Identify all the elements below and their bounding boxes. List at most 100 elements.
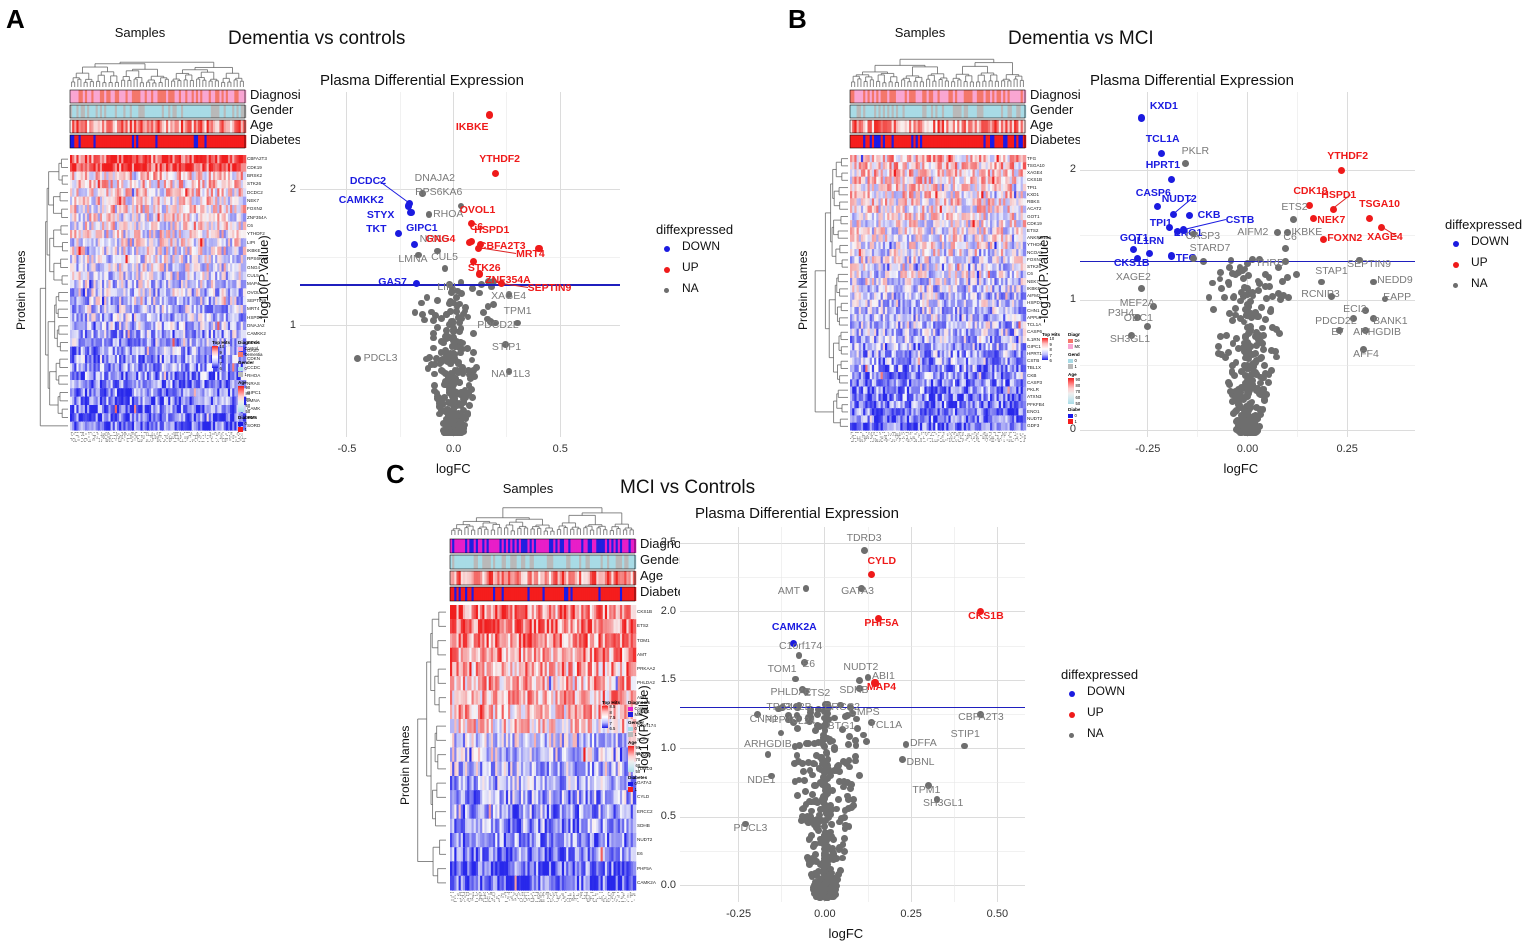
- volcano-point-gata3: [857, 585, 865, 592]
- volcano-point: [485, 278, 492, 286]
- volcano-point: [448, 342, 456, 350]
- volcano-point: [1255, 423, 1263, 430]
- x-axis-tick: 0.25: [1336, 443, 1358, 455]
- legend-dot-na[interactable]: [664, 288, 669, 293]
- legend-dot-down[interactable]: [1453, 241, 1459, 247]
- volcano-point: [829, 850, 837, 858]
- volcano-point: [819, 741, 827, 749]
- volcano-point: [836, 778, 844, 786]
- volcano-point: [840, 758, 848, 765]
- annotation-label-gender: Gender: [250, 102, 294, 117]
- volcano-point: [453, 294, 461, 301]
- volcano-point: [819, 734, 827, 742]
- volcano-point: [825, 886, 833, 894]
- volcano-point: [1278, 278, 1286, 285]
- volcano-point: [1261, 396, 1269, 403]
- heatmap-row-label: TDRD3: [637, 765, 653, 771]
- volcano-point: [1246, 400, 1254, 408]
- gene-label-tpm1: TPM1: [912, 783, 941, 796]
- volcano-point: [1244, 409, 1252, 417]
- volcano-point-cyld: [867, 571, 876, 579]
- volcano-point: [843, 792, 851, 800]
- diabetes-legend-item: 0: [1074, 413, 1077, 418]
- volcano-point: [467, 375, 474, 382]
- legend-dot-up[interactable]: [1453, 262, 1459, 268]
- volcano-point: [821, 727, 829, 734]
- volcano-point: [830, 767, 838, 775]
- x-axis-tick: 0.50: [986, 908, 1009, 920]
- volcano-point-nras: [434, 247, 441, 255]
- heatmap-row-label: ENO1: [1027, 408, 1040, 414]
- y-axis-tick: 2: [289, 182, 296, 195]
- volcano-point: [1259, 346, 1267, 354]
- volcano-point: [849, 802, 857, 810]
- heatmap-row-label: CAMKK2: [247, 331, 266, 337]
- volcano-point: [821, 872, 829, 880]
- legend-label-up[interactable]: UP: [1087, 705, 1104, 719]
- volcano-point-kxd1: [1138, 114, 1146, 122]
- volcano-point: [1252, 416, 1260, 424]
- tophits-tick: 10: [1049, 336, 1055, 341]
- legend-dot-down[interactable]: [664, 246, 670, 252]
- volcano-point: [1272, 347, 1280, 355]
- heatmap-row-label: CYLD: [637, 794, 650, 800]
- gene-label-cul5: CUL5: [431, 250, 458, 263]
- legend-label-na[interactable]: NA: [1471, 276, 1488, 290]
- volcano-point: [841, 824, 849, 832]
- volcano-point-xage2: [1138, 285, 1146, 292]
- legend-dot-na[interactable]: [1069, 733, 1074, 738]
- legend-label-na[interactable]: NA: [1087, 726, 1104, 740]
- volcano-point: [1252, 309, 1260, 317]
- volcano-point-il24: [795, 715, 803, 722]
- volcano-point: [821, 853, 829, 861]
- volcano-point: [860, 731, 868, 739]
- legend-label-down[interactable]: DOWN: [1087, 684, 1125, 698]
- heatmap-row-label: CKS1B: [637, 609, 653, 615]
- legend-label-na[interactable]: NA: [682, 281, 699, 295]
- volcano-point: [1246, 298, 1254, 305]
- volcano-point: [483, 315, 491, 323]
- volcano-point: [434, 323, 441, 331]
- volcano-point: [821, 823, 829, 830]
- volcano-point-phf5a: [874, 615, 882, 623]
- volcano-point: [1284, 274, 1292, 282]
- volcano-point: [1240, 292, 1248, 300]
- gene-label-ets2: ETS2: [1281, 200, 1308, 213]
- age-tick: 80: [635, 751, 641, 756]
- gene-label-cks1b: CKS1B: [968, 609, 1004, 622]
- volcano-point: [1285, 293, 1293, 301]
- gene-label-tfg: TFG: [1175, 252, 1197, 265]
- legend-dot-na[interactable]: [1453, 283, 1458, 288]
- volcano-point: [1231, 311, 1239, 319]
- legend-dot-up[interactable]: [664, 267, 670, 273]
- volcano-point: [819, 795, 827, 803]
- legend-dot-up[interactable]: [1069, 712, 1075, 718]
- legend-label-up[interactable]: UP: [1471, 255, 1488, 269]
- volcano-point: [466, 402, 473, 409]
- heatmap-row-label: PFKFB4: [1027, 401, 1045, 407]
- volcano-point: [1217, 285, 1225, 292]
- volcano-point: [464, 345, 472, 352]
- volcano-point-e7: [1335, 326, 1343, 334]
- volcano-point: [1224, 278, 1232, 286]
- diagnosis-legend-item: Dementia: [244, 351, 263, 357]
- legend-label-down[interactable]: DOWN: [682, 239, 720, 253]
- volcano-point-hspd1: [1329, 205, 1337, 213]
- gridline-y-minor: [680, 645, 1025, 647]
- legend-dot-down[interactable]: [1069, 691, 1075, 697]
- gene-label-stk26: STK26: [467, 261, 501, 274]
- tophits-colorbar: [1042, 338, 1048, 360]
- volcano-point: [439, 339, 447, 347]
- gene-label-hspd1: HSPD1: [1321, 189, 1357, 202]
- volcano-point: [465, 366, 472, 374]
- volcano-point: [440, 407, 448, 415]
- volcano-point: [825, 802, 833, 810]
- volcano-point-nek7: [1309, 214, 1317, 222]
- volcano-point: [1260, 332, 1267, 339]
- volcano-point-camk2a: [790, 639, 798, 647]
- volcano-point: [1234, 269, 1242, 277]
- legend-label-up[interactable]: UP: [682, 260, 699, 274]
- x-axis-title: logFC: [1223, 461, 1259, 476]
- volcano-point: [821, 714, 829, 722]
- legend-label-down[interactable]: DOWN: [1471, 234, 1509, 248]
